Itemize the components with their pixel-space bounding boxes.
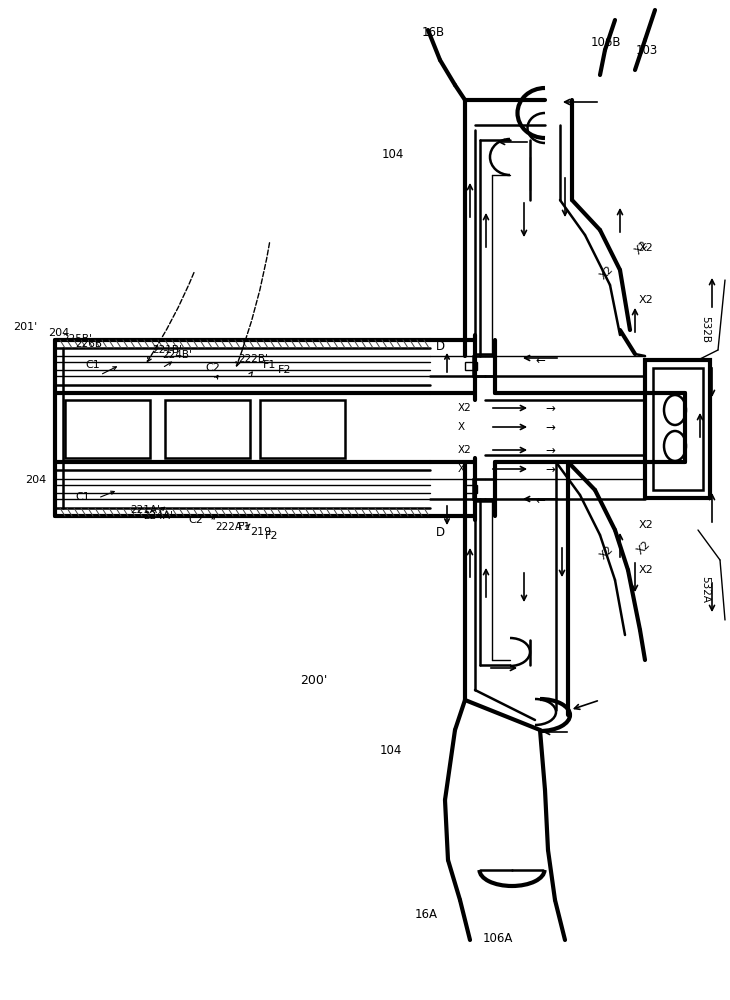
Text: 532B: 532B [700,316,710,344]
Text: 221B': 221B' [152,345,182,355]
Text: ←: ← [535,354,545,366]
Text: 16B: 16B [422,25,445,38]
Text: C2: C2 [205,363,220,373]
Text: C1: C1 [85,360,100,370]
Text: 103: 103 [636,43,658,56]
Text: C1: C1 [75,492,90,502]
Text: 221A': 221A' [130,505,160,515]
Text: X2: X2 [639,243,654,253]
Text: 224A': 224A' [143,511,173,521]
Bar [165,400,250,458]
Text: X2: X2 [598,544,615,562]
Text: X2: X2 [633,239,650,257]
Bar [645,360,710,498]
Text: 106B: 106B [591,35,621,48]
Bar [465,362,477,370]
Text: X2: X2 [639,520,654,530]
Text: F2: F2 [265,531,279,541]
Text: 104: 104 [380,744,402,756]
Bar [65,400,150,458]
Text: X2: X2 [635,539,653,557]
Text: 16A: 16A [415,908,438,922]
Text: 204: 204 [48,328,69,338]
Text: 219: 219 [250,527,272,537]
Bar [473,356,495,376]
Text: D: D [436,340,445,354]
Text: →: → [545,462,555,476]
Text: D: D [436,526,445,538]
Text: 106A: 106A [483,932,513,944]
Text: X: X [458,464,465,474]
Text: 225B': 225B' [62,334,92,344]
Text: X2: X2 [639,295,654,305]
Text: 224B': 224B' [162,350,192,360]
Text: 222B': 222B' [238,354,268,364]
Text: 104: 104 [382,148,404,161]
Text: X2: X2 [458,445,472,455]
Text: →: → [545,420,555,434]
Text: 226B': 226B' [75,339,105,349]
Text: 532A: 532A [700,576,710,603]
Text: X2: X2 [458,403,472,413]
Text: F1: F1 [263,360,277,370]
Text: X: X [458,422,465,432]
Text: 222A': 222A' [215,522,245,532]
Text: 204: 204 [25,475,46,485]
Text: C2: C2 [188,515,203,525]
Text: X2: X2 [598,264,615,282]
Text: F1: F1 [238,522,251,532]
Bar [653,368,703,490]
Bar [260,400,345,458]
Text: ←: ← [535,493,545,506]
Text: X2: X2 [639,565,654,575]
Bar [473,479,495,499]
Text: →: → [545,401,555,414]
Text: 200': 200' [300,674,327,686]
Text: 201': 201' [13,322,37,332]
Text: →: → [545,444,555,456]
Text: F2: F2 [278,365,291,375]
Bar [465,485,477,493]
